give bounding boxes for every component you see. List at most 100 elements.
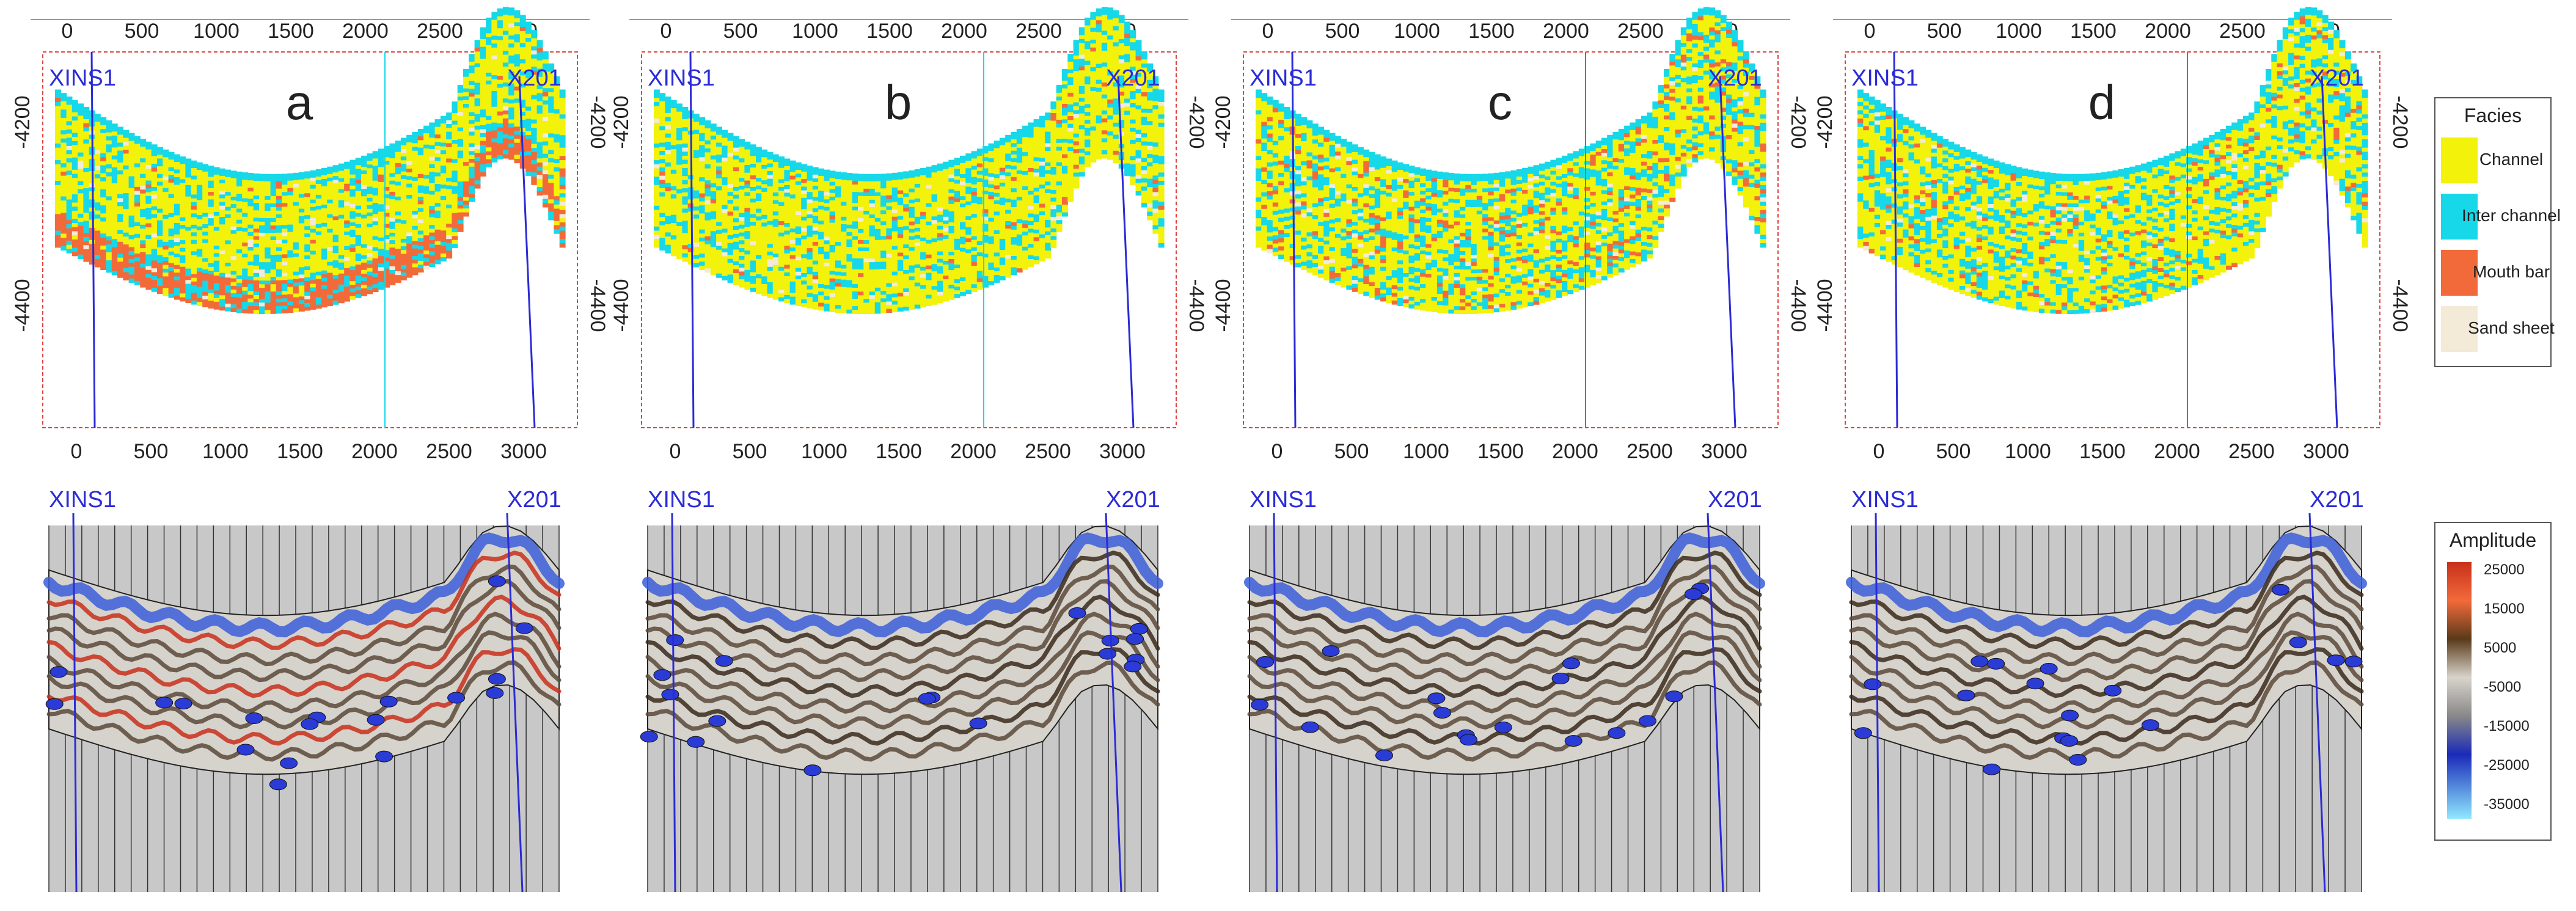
facies-cell bbox=[807, 210, 813, 215]
facies-cell bbox=[293, 249, 299, 254]
facies-cell bbox=[191, 183, 197, 188]
facies-cell bbox=[372, 218, 379, 222]
facies-cell bbox=[682, 131, 689, 136]
facies-cell bbox=[71, 153, 78, 158]
facies-cell bbox=[191, 277, 197, 282]
facies-cell bbox=[247, 188, 254, 192]
facies-cell bbox=[863, 273, 870, 277]
facies-cell bbox=[293, 279, 299, 284]
facies-cell bbox=[117, 147, 123, 152]
facies-cell bbox=[446, 116, 453, 121]
facies-cell bbox=[423, 125, 430, 130]
facies-cell bbox=[818, 276, 824, 281]
facies-cell bbox=[117, 206, 123, 211]
facies-cell bbox=[818, 302, 824, 307]
facies-cell bbox=[100, 201, 107, 206]
facies-cell bbox=[756, 274, 762, 279]
facies-cell bbox=[151, 276, 158, 280]
facies-cell bbox=[287, 261, 294, 266]
facies-cell bbox=[704, 252, 711, 257]
facies-cell bbox=[282, 185, 288, 189]
facies-cell bbox=[469, 197, 475, 202]
facies-cell bbox=[384, 265, 390, 269]
facies-cell bbox=[474, 51, 481, 56]
facies-cell bbox=[83, 253, 90, 258]
facies-cell bbox=[78, 185, 84, 190]
facies-cell bbox=[384, 202, 390, 206]
facies-cell bbox=[123, 130, 130, 134]
facies-cell bbox=[151, 159, 158, 164]
facies-cell bbox=[208, 271, 214, 275]
facies-cell bbox=[665, 220, 671, 225]
facies-cell bbox=[829, 226, 836, 231]
facies-cell bbox=[367, 268, 373, 273]
facies-cell bbox=[559, 243, 566, 248]
facies-cell bbox=[554, 84, 560, 89]
facies-cell bbox=[355, 227, 362, 232]
facies-cell bbox=[676, 234, 682, 239]
facies-cell bbox=[474, 122, 481, 126]
facies-cell bbox=[265, 266, 271, 270]
facies-cell bbox=[423, 205, 430, 210]
facies-cell bbox=[750, 287, 756, 292]
facies-cell bbox=[670, 100, 677, 104]
facies-cell bbox=[480, 168, 486, 173]
facies-cell bbox=[548, 178, 555, 183]
facies-cell bbox=[417, 219, 424, 224]
facies-cell bbox=[344, 169, 351, 174]
facies-cell bbox=[332, 246, 339, 250]
facies-cell bbox=[259, 240, 265, 244]
facies-cell bbox=[100, 189, 107, 194]
bottom-x-tick-label: 2500 bbox=[426, 440, 472, 463]
facies-cell bbox=[236, 301, 243, 305]
facies-cell bbox=[440, 219, 447, 224]
facies-cell bbox=[716, 262, 722, 266]
facies-cell bbox=[756, 189, 762, 194]
facies-cell bbox=[298, 278, 305, 282]
facies-cell bbox=[253, 258, 260, 263]
facies-cell bbox=[191, 285, 197, 290]
facies-cell bbox=[185, 223, 192, 227]
facies-cell bbox=[282, 214, 288, 218]
facies-cell bbox=[71, 112, 78, 117]
facies-cell bbox=[457, 142, 464, 147]
facies-cell bbox=[801, 291, 808, 296]
facies-cell bbox=[293, 297, 299, 302]
facies-cell bbox=[716, 158, 722, 163]
facies-cell bbox=[716, 218, 722, 222]
facies-cell bbox=[654, 156, 660, 161]
facies-cell bbox=[727, 219, 734, 224]
facies-cell bbox=[519, 19, 526, 24]
facies-cell bbox=[180, 297, 186, 302]
facies-cell bbox=[761, 149, 768, 154]
facies-cell bbox=[417, 170, 424, 175]
facies-cell bbox=[180, 164, 186, 169]
depth-tick-left: -4400 bbox=[11, 279, 34, 332]
facies-cell bbox=[548, 96, 555, 101]
facies-cell bbox=[559, 202, 566, 207]
facies-cell bbox=[676, 132, 682, 137]
facies-cell bbox=[497, 44, 503, 49]
facies-cell bbox=[145, 165, 152, 169]
facies-cell bbox=[559, 147, 566, 153]
facies-cell bbox=[134, 163, 141, 168]
facies-cell bbox=[276, 247, 282, 252]
facies-cell bbox=[795, 230, 802, 235]
facies-cell bbox=[508, 35, 515, 40]
facies-cell bbox=[807, 180, 813, 185]
facies-cell bbox=[531, 160, 538, 165]
facies-cell bbox=[202, 228, 209, 232]
facies-cell bbox=[157, 266, 163, 271]
facies-cell bbox=[230, 289, 237, 294]
facies-cell bbox=[287, 290, 294, 295]
facies-cell bbox=[253, 185, 260, 189]
facies-cell bbox=[676, 201, 682, 207]
facies-cell bbox=[733, 261, 739, 266]
facies-cell bbox=[349, 248, 356, 252]
facies-cell bbox=[807, 207, 813, 211]
facies-cell bbox=[230, 282, 237, 287]
facies-cell bbox=[94, 158, 101, 163]
facies-cell bbox=[559, 222, 566, 227]
facies-cell bbox=[225, 292, 232, 297]
facies-cell bbox=[174, 280, 180, 285]
